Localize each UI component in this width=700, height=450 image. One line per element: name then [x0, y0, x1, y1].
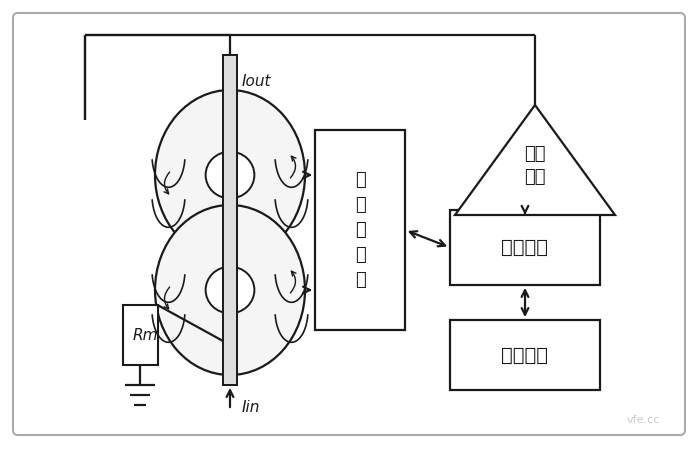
Bar [223, 55, 237, 385]
Text: 功率
放大: 功率 放大 [524, 145, 546, 186]
Text: Iout: Iout [242, 75, 272, 90]
Bar [223, 90, 237, 260]
Text: 状态监测: 状态监测 [501, 346, 549, 365]
Polygon shape [455, 105, 615, 215]
FancyBboxPatch shape [13, 13, 685, 435]
Bar [223, 55, 237, 385]
Text: Iin: Iin [242, 400, 260, 415]
Bar [122, 305, 158, 365]
Text: vfe.cc: vfe.cc [626, 415, 660, 425]
Bar [223, 205, 237, 375]
Bar [223, 205, 237, 375]
Ellipse shape [206, 266, 254, 313]
Text: 信号调理: 信号调理 [501, 238, 549, 257]
Ellipse shape [206, 152, 254, 198]
Ellipse shape [155, 90, 305, 260]
Text: 调
制
与
解
调: 调 制 与 解 调 [355, 171, 365, 289]
Bar [315, 130, 405, 330]
Ellipse shape [155, 205, 305, 375]
Bar [450, 210, 600, 285]
Bar [450, 320, 600, 390]
Bar [223, 90, 237, 260]
Text: Rm: Rm [132, 328, 158, 342]
